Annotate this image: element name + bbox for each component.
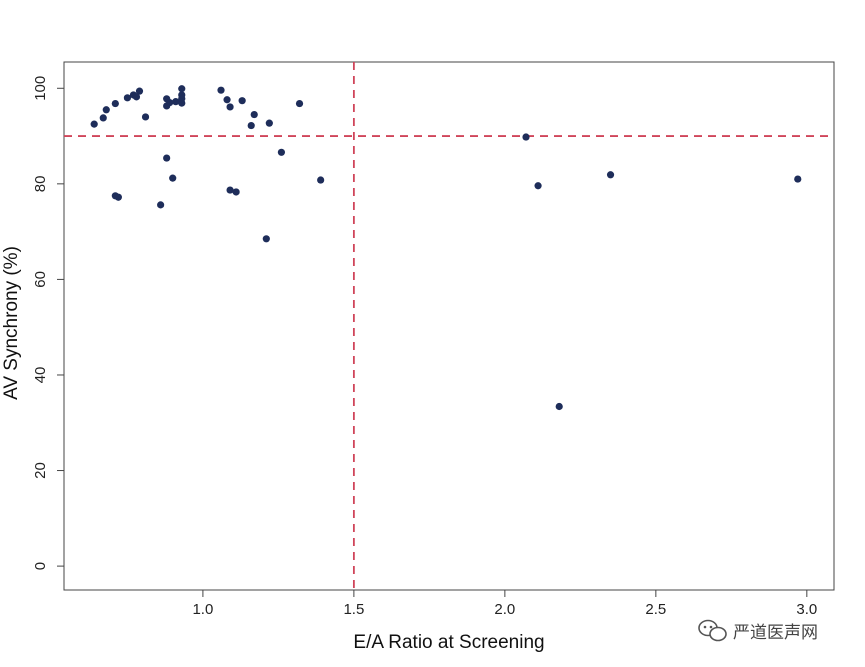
y-tick-label: 0 [32,562,49,570]
data-point [90,120,98,128]
plot-frame [63,61,835,591]
data-point [163,154,171,162]
data-point [157,201,165,209]
watermark: 严道医声网 [698,619,818,643]
data-point [250,110,258,119]
data-point [232,188,240,196]
data-point [178,85,186,93]
data-points [90,85,802,411]
x-tick-label: 2.0 [494,601,515,618]
data-point [132,93,141,101]
data-point [277,148,286,156]
data-point [141,113,150,121]
data-point [522,133,530,141]
data-point [226,186,234,194]
data-point [317,176,325,184]
data-point [178,91,186,99]
reference-lines [64,62,834,590]
data-point [265,119,273,127]
y-axis-title: AV Synchrony (%) [1,246,22,400]
y-tick-label: 100 [32,76,49,101]
data-point [172,98,180,106]
wechat-icon [698,619,727,642]
data-point [295,99,304,108]
data-point [102,106,110,114]
x-tick-label: 1.0 [192,601,213,618]
data-point [247,121,255,130]
data-point [238,97,246,105]
data-point [555,402,563,411]
data-point [534,182,542,190]
data-point [606,171,615,179]
y-tick-label: 40 [32,367,49,384]
data-point [794,175,802,183]
y-axis: 0 20 40 60 80 100 [32,76,64,570]
y-tick-label: 80 [32,176,49,193]
x-tick-label: 2.5 [645,601,666,618]
data-point [166,99,174,107]
x-axis-title: E/A Ratio at Screening [353,632,544,653]
data-point [169,174,177,182]
watermark-text: 严道医声网 [733,623,818,643]
y-tick-label: 20 [32,462,49,479]
data-point [135,87,144,95]
x-axis: 1.0 1.5 2.0 2.5 3.0 [192,590,817,618]
data-point [217,86,225,94]
data-point [223,96,231,104]
data-point [226,103,234,111]
data-point [111,99,119,108]
x-tick-label: 1.5 [343,601,364,618]
y-tick-label: 60 [32,271,49,288]
x-tick-label: 3.0 [796,601,817,618]
data-point [99,114,107,122]
data-point [123,94,132,102]
data-point [114,193,122,201]
data-point [262,235,270,243]
